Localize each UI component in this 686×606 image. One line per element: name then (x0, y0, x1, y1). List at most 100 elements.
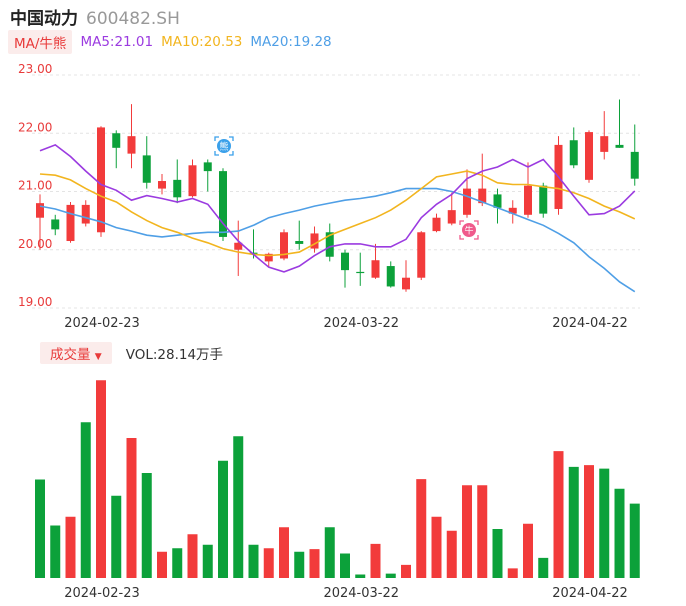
volume-bar (263, 548, 274, 578)
volume-bar (416, 479, 427, 578)
price-tick-label: 19.00 (18, 295, 52, 309)
candle-body (51, 219, 60, 230)
candle-body (173, 179, 182, 198)
stock-name: 中国动力 (10, 9, 78, 29)
volume-bar (553, 451, 564, 578)
volume-bar (446, 530, 457, 578)
volume-x-tick-label: 2024-02-23 (64, 586, 140, 601)
volume-bar (187, 534, 198, 578)
candle-body (432, 217, 441, 232)
candle-body (630, 151, 639, 179)
candle-body (417, 232, 426, 278)
volume-bar (35, 479, 45, 578)
candle-body (386, 266, 395, 287)
candle-body (203, 162, 212, 172)
candle-body (81, 204, 90, 224)
candle-body (310, 233, 319, 249)
volume-bar (370, 543, 381, 578)
candle-body (356, 271, 365, 274)
candle-body (600, 136, 609, 152)
price-x-tick-label: 2024-04-22 (552, 316, 628, 331)
volume-bar (538, 557, 549, 578)
volume-bar (355, 574, 366, 578)
volume-indicator-label: 成交量 (50, 347, 91, 363)
volume-bar (599, 468, 610, 578)
candle-body (569, 140, 578, 166)
ma-legend: MA/牛熊 MA5:21.01 MA10:20.53 MA20:19.28 (8, 30, 332, 54)
candle-body (447, 210, 456, 224)
volume-bar (629, 503, 640, 578)
volume-bar (96, 380, 106, 578)
candle-body (508, 207, 517, 214)
volume-value: VOL:28.14万手 (125, 347, 224, 363)
candle-body (371, 260, 380, 278)
candle-body (97, 127, 105, 233)
volume-bar (172, 548, 183, 578)
volume-bar (248, 544, 259, 578)
ma20-value: MA20:19.28 (250, 34, 332, 50)
volume-bar (111, 495, 122, 578)
volume-bar (492, 529, 503, 578)
bear-marker-frame (214, 136, 234, 156)
price-tick-label: 22.00 (18, 120, 52, 134)
bull-marker-badge (462, 223, 476, 237)
volume-bar (568, 466, 579, 578)
bear-marker-label: 熊 (219, 141, 228, 153)
candle-body (402, 277, 410, 290)
volume-bar (218, 460, 228, 578)
volume-bar (340, 553, 350, 578)
volume-legend: 成交量 ▼ VOL:28.14万手 (40, 342, 223, 364)
candle-body (188, 165, 197, 197)
candle-body (112, 133, 121, 148)
volume-bar (294, 551, 305, 578)
volume-indicator-selector[interactable]: 成交量 ▼ (40, 342, 112, 364)
candle-body (219, 171, 227, 237)
bull-marker-label: 牛 (464, 225, 473, 237)
candle-body (36, 203, 44, 218)
candle-body (539, 185, 548, 214)
candle-body (264, 253, 273, 262)
volume-bar (80, 422, 91, 578)
volume-bar (141, 473, 152, 578)
candle-body (158, 181, 166, 189)
volume-bar (477, 485, 488, 578)
volume-bar (65, 516, 76, 578)
ma10-value: MA10:20.53 (161, 34, 243, 50)
price-tick-label: 21.00 (18, 179, 52, 193)
candle-body (524, 185, 532, 215)
volume-bar (202, 544, 213, 578)
bull-marker-frame (459, 220, 479, 240)
volume-bar (279, 527, 289, 578)
candle-body (325, 232, 334, 257)
ma-indicator-selector[interactable]: MA/牛熊 (8, 30, 73, 54)
volume-bar (233, 436, 244, 578)
volume-bar (431, 516, 442, 578)
volume-x-tick-label: 2024-03-22 (323, 586, 399, 601)
candle-body (249, 252, 258, 254)
candle-body (280, 232, 288, 259)
bear-marker-badge (217, 139, 231, 153)
volume-bar (50, 525, 61, 578)
candle-body (463, 188, 471, 215)
candle-body (493, 194, 502, 208)
volume-bar (584, 465, 594, 578)
volume-bar (614, 488, 625, 578)
stock-code: 600482.SH (86, 9, 180, 29)
price-tick-label: 20.00 (18, 237, 52, 251)
candle-body (142, 155, 151, 183)
candle-body (341, 252, 349, 271)
price-x-tick-label: 2024-02-23 (64, 316, 140, 331)
ma5-line (39, 143, 636, 273)
caret-down-icon: ▼ (94, 352, 102, 362)
volume-bar (401, 564, 411, 578)
ma10-line (39, 170, 636, 257)
volume-bar (309, 549, 320, 578)
volume-bar (126, 438, 137, 578)
candle-body (478, 188, 487, 204)
candle-body (585, 132, 593, 180)
volume-bar (523, 523, 533, 578)
volume-bar (324, 527, 335, 578)
volume-bar (507, 568, 518, 578)
volume-x-tick-label: 2024-04-22 (552, 586, 628, 601)
